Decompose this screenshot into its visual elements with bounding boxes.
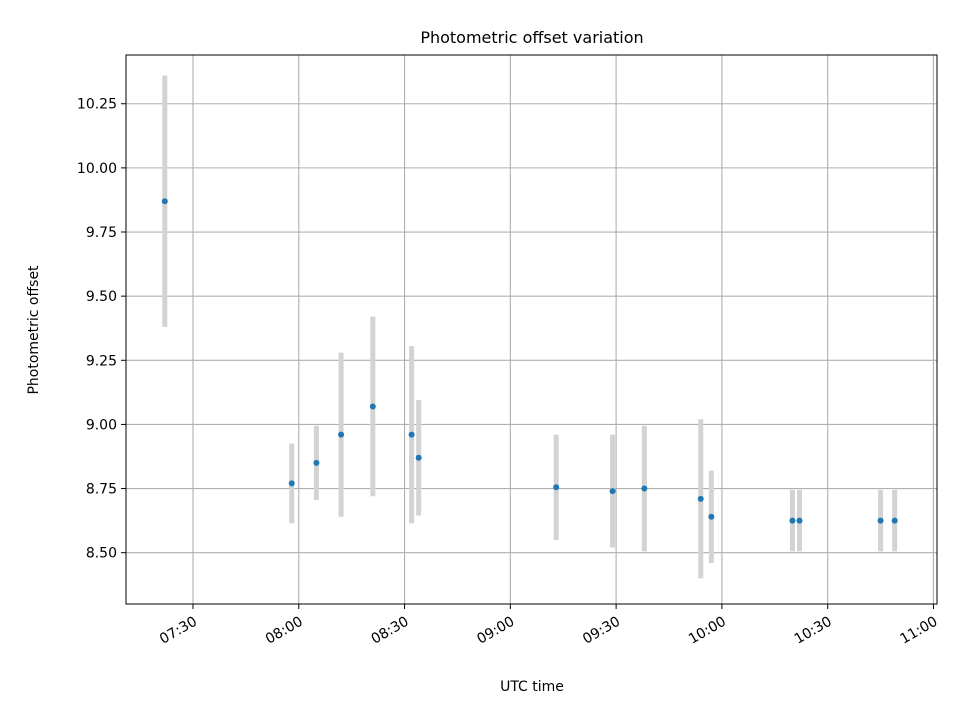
data-point [288,480,295,487]
y-tick-label: 9.50 [86,289,117,305]
plot-frame [125,54,938,605]
data-point [553,484,560,491]
data-point [877,517,884,524]
chart-title: Photometric offset variation [420,28,643,47]
y-tick-label: 9.75 [86,225,117,241]
data-point [708,513,715,520]
data-point [408,431,415,438]
y-tick-label: 9.00 [86,417,117,433]
y-tick-label: 8.50 [86,546,117,562]
data-point [789,517,796,524]
y-axis-label: Photometric offset [26,265,42,395]
data-point [796,517,803,524]
data-point [891,517,898,524]
data-point [338,431,345,438]
data-point [697,495,704,502]
y-tick-label: 9.25 [86,353,117,369]
data-point [161,198,168,205]
y-tick-label: 10.25 [77,97,117,113]
data-point [641,485,648,492]
data-point [313,459,320,466]
data-points [161,198,898,524]
y-tick-label: 8.75 [86,482,117,498]
y-axis: 8.50 8.75 9.00 9.25 9.50 9.75 10.00 10.25 [77,97,126,562]
data-point [609,488,616,495]
data-point [369,403,376,410]
data-point [415,454,422,461]
y-tick-label: 10.00 [77,161,117,177]
grid [126,55,937,604]
x-axis-label: UTC time [500,679,564,695]
